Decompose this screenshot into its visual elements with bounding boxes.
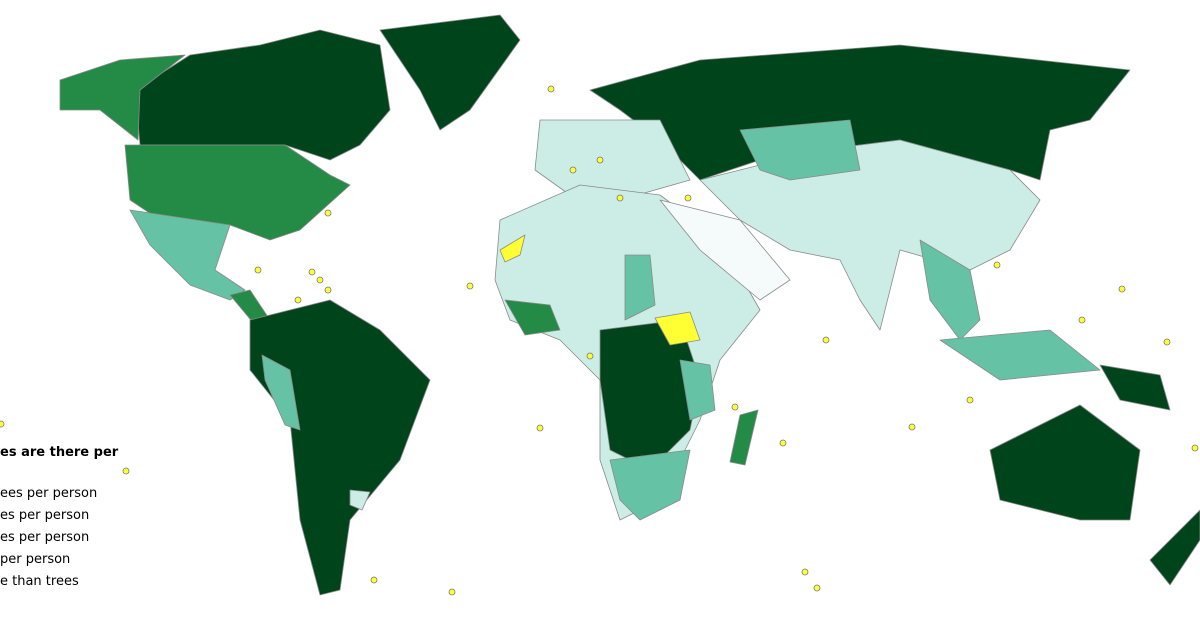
south-africa <box>609 449 691 521</box>
indonesia <box>939 329 1101 381</box>
territory-dot <box>731 403 739 411</box>
territory-dot <box>801 568 809 576</box>
south-america <box>249 299 431 596</box>
legend-item: es per person <box>0 530 89 545</box>
territory-dot <box>1191 444 1199 452</box>
alaska <box>59 54 186 141</box>
territory-dot <box>684 194 692 202</box>
legend-item: per person <box>0 552 70 567</box>
territory-dot <box>316 276 324 284</box>
territory-dot <box>993 261 1001 269</box>
territory-dot <box>466 282 474 290</box>
territory-dot <box>324 286 332 294</box>
territory-dot <box>0 420 5 428</box>
madagascar <box>729 409 759 466</box>
usa <box>124 144 351 241</box>
greenland <box>379 14 521 131</box>
south-sudan <box>654 311 701 346</box>
uruguay <box>349 489 371 511</box>
legend-item: ees per person <box>0 486 97 501</box>
territory-dot <box>370 576 378 584</box>
east-africa <box>679 359 716 421</box>
land <box>59 14 1200 596</box>
legend: es are there per ees per person es per p… <box>0 445 119 589</box>
territory-dot <box>596 156 604 164</box>
southeast-asia <box>919 239 981 341</box>
territory-dot <box>1118 285 1126 293</box>
territory-dot <box>324 209 332 217</box>
territory-dot <box>779 439 787 447</box>
legend-item: e than trees <box>0 574 79 589</box>
territory-dot <box>547 85 555 93</box>
territory-dot <box>813 584 821 592</box>
kazakhstan <box>739 119 861 181</box>
territory-dot <box>294 296 302 304</box>
territory-dot <box>122 467 130 475</box>
canada <box>134 29 391 161</box>
legend-title: es are there per <box>0 445 119 460</box>
small-territories <box>0 85 1199 596</box>
chad <box>624 254 656 321</box>
territory-dot <box>822 336 830 344</box>
territory-dot <box>1078 316 1086 324</box>
legend-item: es per person <box>0 508 89 523</box>
peru <box>261 354 301 431</box>
australia <box>989 404 1141 521</box>
west-africa <box>504 299 561 336</box>
territory-dot <box>569 166 577 174</box>
territory-dot <box>308 268 316 276</box>
territory-dot <box>536 424 544 432</box>
middle-east <box>659 199 791 301</box>
western-sahara <box>499 234 526 263</box>
territory-dot <box>448 588 456 596</box>
territory-dot <box>966 396 974 404</box>
new-zealand <box>1149 509 1200 586</box>
territory-dot <box>908 423 916 431</box>
new-guinea <box>1099 364 1171 411</box>
territory-dot <box>586 352 594 360</box>
territory-dot <box>616 194 624 202</box>
territory-dot <box>254 266 262 274</box>
territory-dot <box>1163 338 1171 346</box>
